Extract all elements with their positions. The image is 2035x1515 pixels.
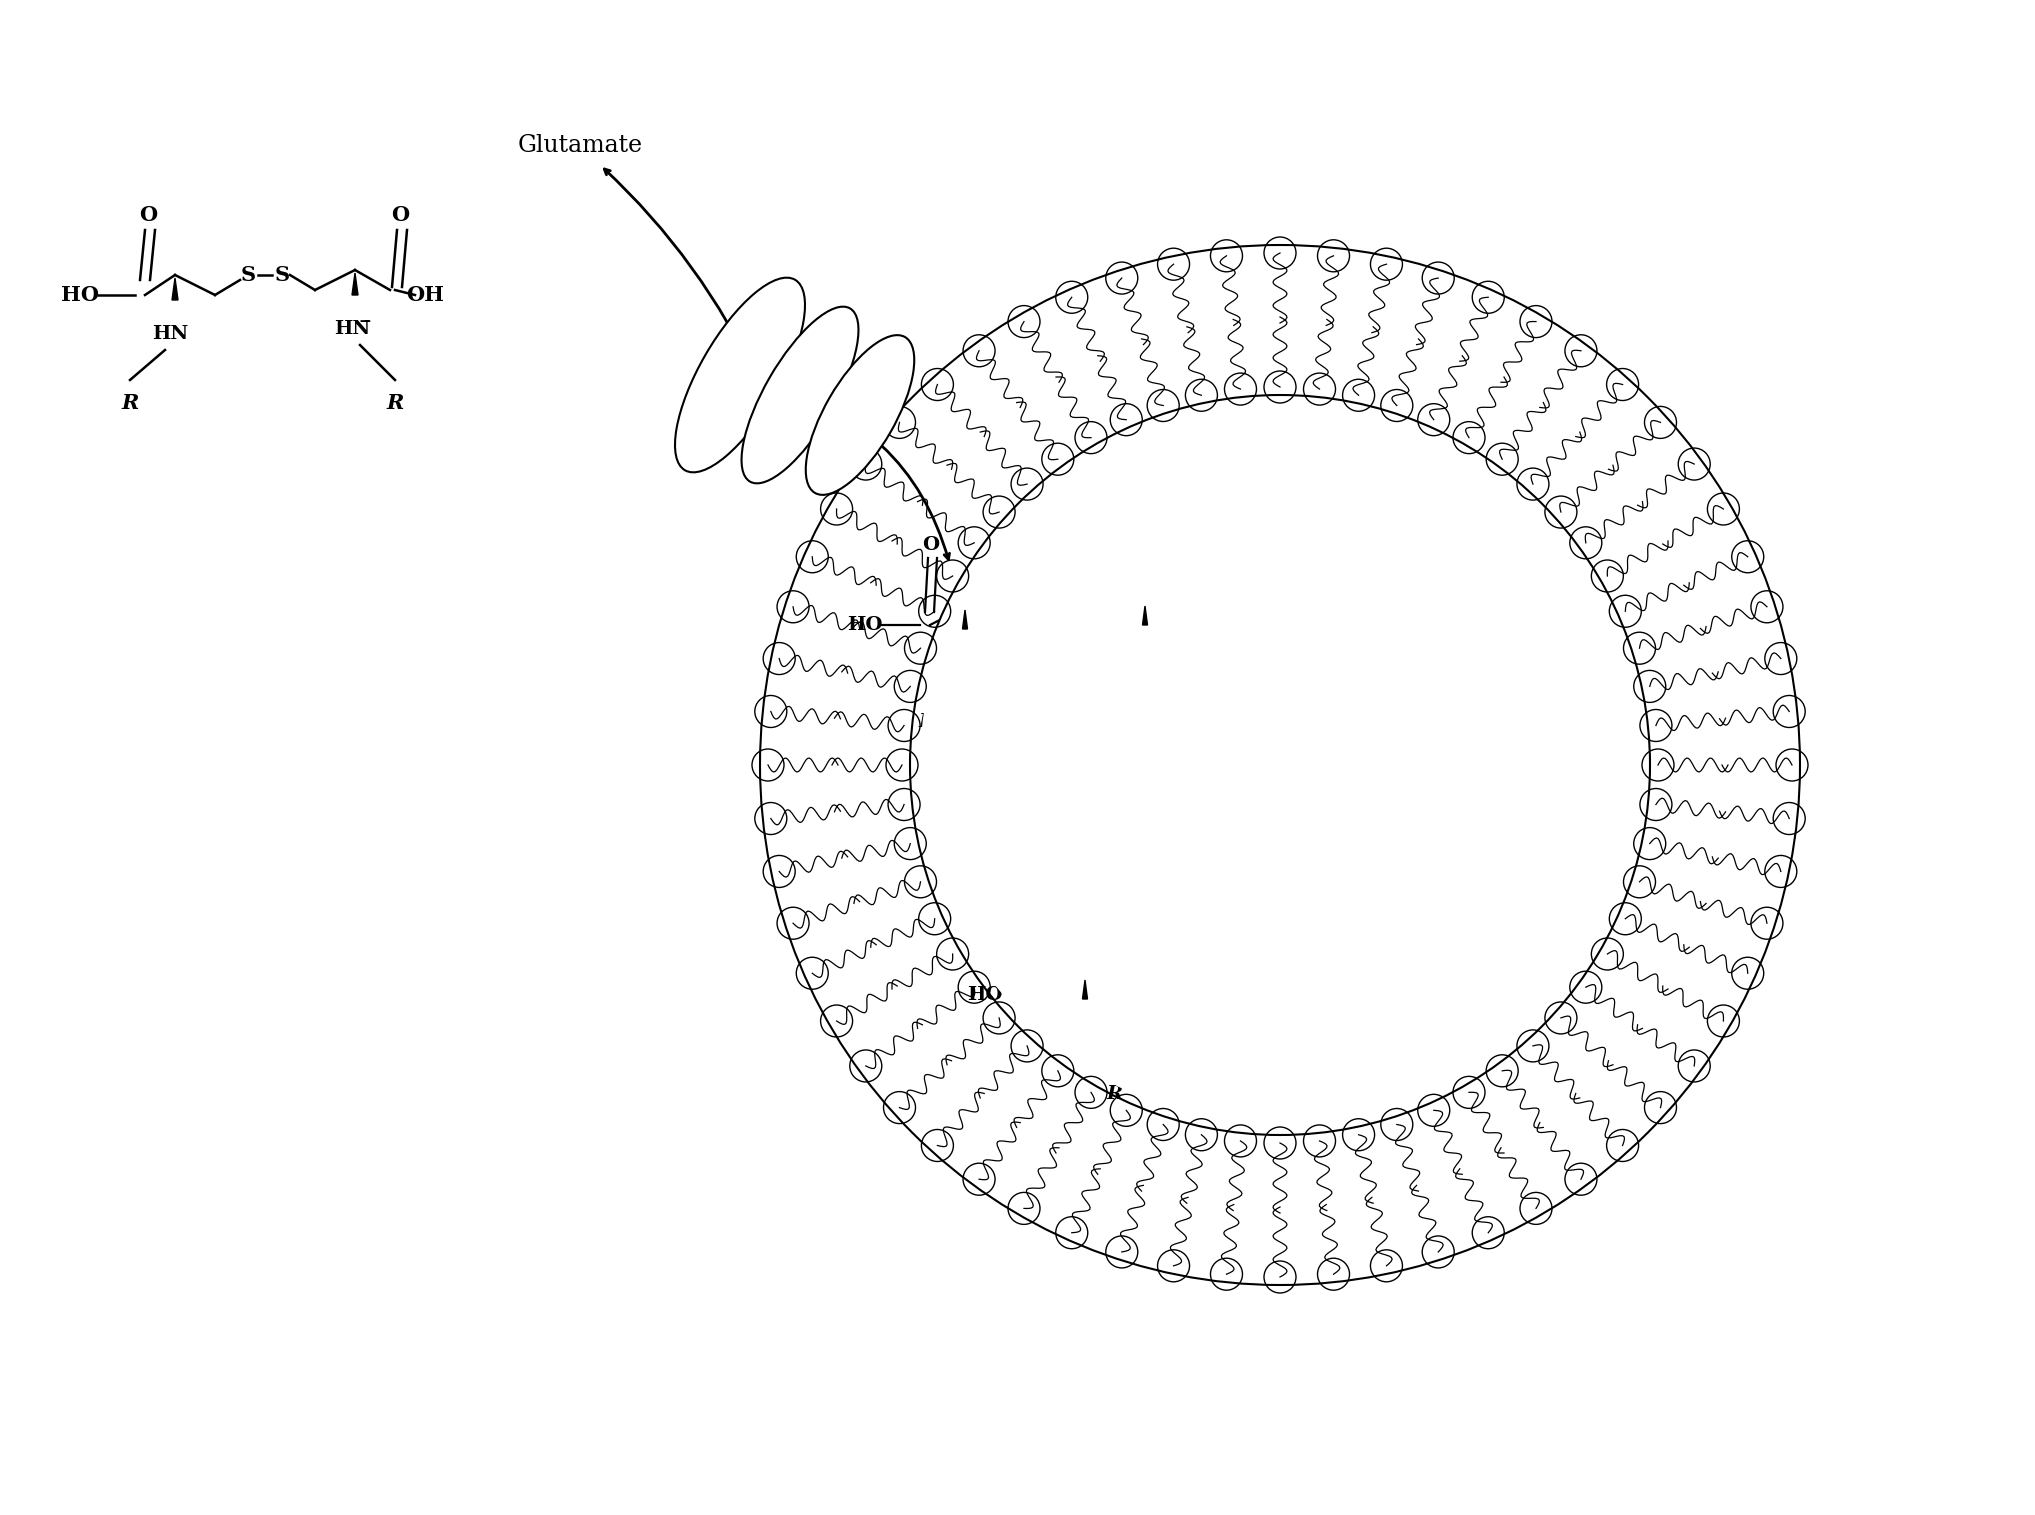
Text: R: R [1172, 714, 1188, 732]
Text: HN̅: HN̅ [1125, 645, 1158, 664]
Text: HN: HN [944, 650, 977, 668]
Circle shape [910, 395, 1650, 1135]
Text: S: S [1032, 598, 1046, 617]
Text: S: S [1064, 598, 1079, 617]
Polygon shape [173, 277, 177, 300]
Text: Glutamate: Glutamate [517, 133, 643, 156]
Polygon shape [1083, 980, 1087, 998]
Polygon shape [1142, 606, 1148, 626]
Text: R: R [122, 392, 138, 414]
Text: R: R [1107, 1085, 1123, 1103]
Text: O: O [922, 536, 940, 554]
Text: HN̅: HN̅ [334, 320, 370, 338]
Polygon shape [963, 611, 967, 629]
Text: HN: HN [153, 326, 187, 342]
Text: O: O [1180, 536, 1197, 554]
Text: R: R [920, 714, 936, 732]
Text: R: R [387, 392, 403, 414]
Text: HO: HO [967, 986, 1003, 1004]
Text: OH: OH [1197, 617, 1233, 633]
Text: OH: OH [407, 285, 444, 305]
Polygon shape [352, 273, 358, 295]
Ellipse shape [741, 306, 859, 483]
Text: Glutamate: Glutamate [1217, 453, 1343, 477]
Text: O: O [138, 205, 157, 226]
Text: HN: HN [1068, 1020, 1101, 1038]
Ellipse shape [676, 277, 806, 473]
Circle shape [759, 245, 1801, 1285]
Ellipse shape [806, 335, 914, 495]
Text: SH: SH [1144, 968, 1176, 986]
Text: HO: HO [61, 285, 100, 305]
Text: S: S [240, 265, 256, 285]
Text: O: O [391, 205, 409, 226]
Circle shape [920, 405, 1640, 1126]
Text: O: O [1042, 906, 1060, 924]
Text: HO: HO [847, 617, 883, 633]
Text: S: S [275, 265, 289, 285]
